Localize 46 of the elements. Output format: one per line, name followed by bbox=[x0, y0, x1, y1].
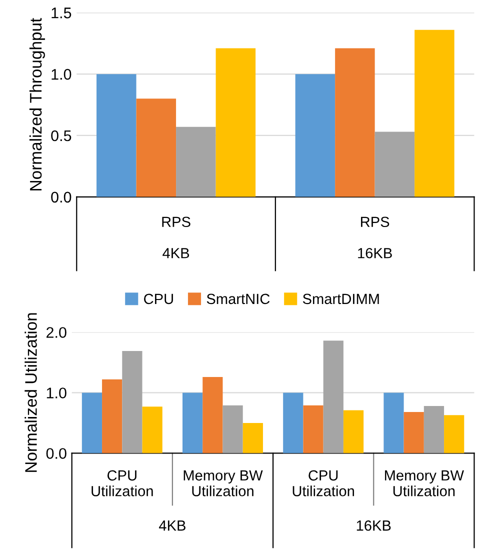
bar bbox=[283, 392, 304, 454]
x-tick-label: CPU Utilization bbox=[292, 470, 354, 496]
x-tick-label: Memory BW Utilization bbox=[184, 470, 263, 496]
y-tick-label: 1.0 bbox=[46, 388, 66, 398]
bar bbox=[82, 392, 102, 454]
bar bbox=[335, 48, 375, 197]
y-tick-label: 2.0 bbox=[46, 327, 66, 338]
bar bbox=[122, 350, 142, 454]
text: 16KB bbox=[356, 520, 391, 531]
x-tick-label: RPS bbox=[162, 216, 190, 228]
text: 4KB bbox=[158, 520, 186, 531]
bar bbox=[424, 406, 444, 454]
text: 16KB bbox=[358, 248, 392, 258]
bar bbox=[216, 48, 256, 197]
bar bbox=[303, 405, 324, 454]
y-tick-label: 1.5 bbox=[52, 8, 72, 18]
bar bbox=[444, 415, 464, 454]
x-tick-label: Memory BW Utilization bbox=[385, 470, 464, 496]
bar bbox=[182, 392, 203, 454]
y-tick-label: 0.5 bbox=[51, 130, 72, 142]
y-tick-label: 0.0 bbox=[51, 192, 72, 203]
y-tick-label: 1.0 bbox=[52, 68, 72, 80]
bar bbox=[136, 98, 176, 197]
legend-label: SmartNIC bbox=[206, 294, 270, 304]
bar bbox=[222, 405, 243, 454]
y-axis-title: Normalized Utilization bbox=[24, 313, 37, 472]
x-tick-label: RPS bbox=[361, 216, 390, 228]
x-tick-label: CPU Utilization bbox=[92, 470, 153, 496]
bar bbox=[323, 340, 344, 454]
y-tick-label: 0.0 bbox=[46, 448, 66, 459]
bar bbox=[374, 132, 415, 197]
bar bbox=[142, 406, 162, 454]
bar bbox=[242, 422, 263, 454]
bar bbox=[176, 126, 216, 197]
bar bbox=[96, 74, 136, 197]
bar bbox=[343, 410, 364, 454]
y-axis-title: Normalized Throughput bbox=[29, 18, 45, 190]
legend-label: SmartDIMM bbox=[302, 294, 379, 304]
bar bbox=[102, 379, 122, 454]
bar bbox=[404, 412, 424, 454]
bar bbox=[384, 392, 404, 454]
bar bbox=[202, 376, 223, 454]
bar bbox=[414, 30, 454, 197]
bar bbox=[295, 74, 336, 197]
legend-label: CPU bbox=[144, 294, 173, 304]
text: 4KB bbox=[162, 248, 190, 258]
